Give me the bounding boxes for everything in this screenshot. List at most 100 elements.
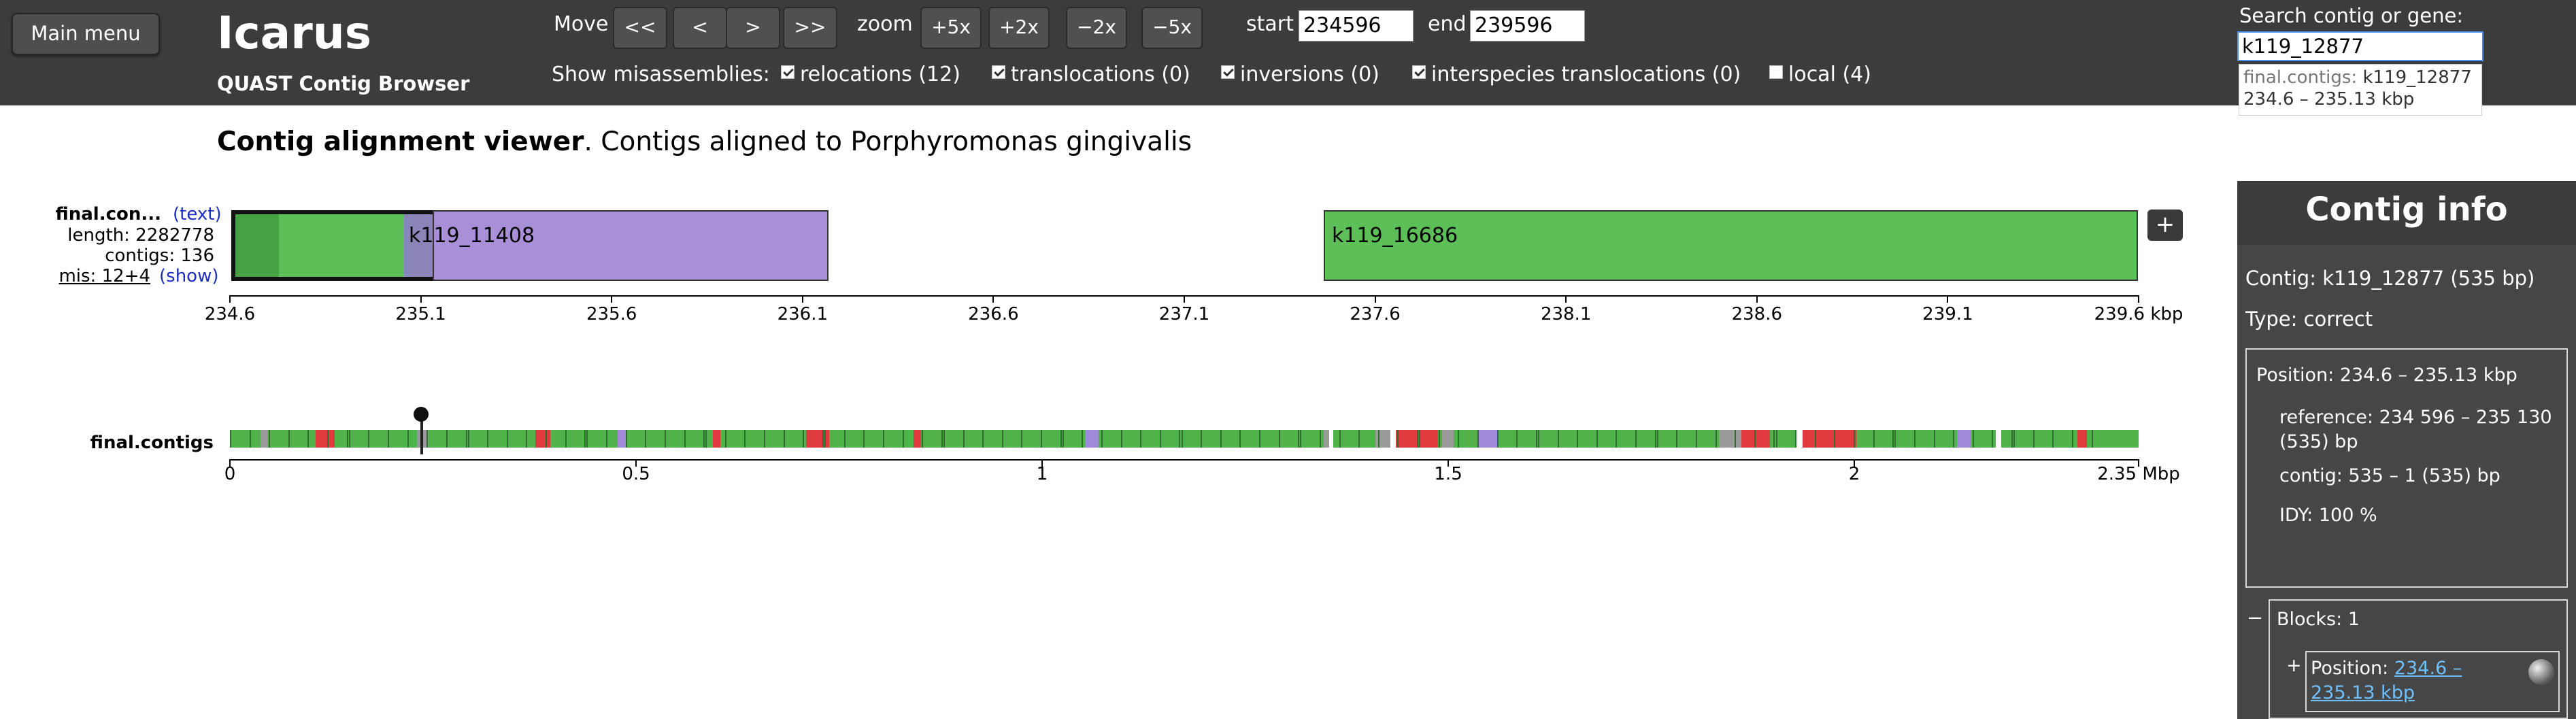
detail-axis-tick-label: 238.6 — [1731, 304, 1783, 324]
block-item: Position: 234.6 – 235.13 kbp — [2305, 651, 2560, 712]
inversions-checkbox[interactable] — [1221, 65, 1235, 79]
misassemblies-label: Show misassemblies: — [552, 63, 770, 86]
selected-contig-k119-12877[interactable] — [231, 210, 435, 281]
page-heading: Contig alignment viewer. Contigs aligned… — [217, 127, 1192, 157]
overview-contig-boundary — [1795, 430, 1797, 448]
suggestion-range: 234.6 – 235.13 kbp — [2243, 89, 2415, 110]
overview-contig-boundary — [1892, 430, 1894, 448]
overview-contig-boundary — [1438, 430, 1440, 448]
overview-contig-boundary — [744, 430, 746, 448]
detail-axis-tick-label: 239.6 kbp — [2094, 304, 2184, 324]
interspecies-translocations-checkbox[interactable] — [1412, 65, 1426, 79]
overview-contig-segment[interactable] — [1995, 430, 2001, 448]
translocations-option[interactable]: translocations (0) — [992, 63, 1190, 86]
overview-contig-boundary — [465, 430, 467, 448]
overview-contig-boundary — [1656, 430, 1658, 448]
overview-contig-boundary — [1060, 430, 1062, 448]
assembly-name-label: final.con... — [55, 204, 161, 224]
overview-contig-boundary — [982, 430, 984, 448]
overview-axis-tick — [1448, 459, 1450, 467]
overview-contig-segment[interactable] — [1794, 430, 1803, 448]
block-expand-toggle[interactable]: + — [2286, 655, 2302, 676]
local-checkbox[interactable] — [1769, 65, 1783, 79]
overview-axis-tick-label: 1 — [1036, 464, 1048, 484]
search-suggestion[interactable]: final.contigs: k119_12877 234.6 – 235.13… — [2239, 64, 2482, 116]
move-far-right-button[interactable]: >> — [783, 7, 837, 49]
overview-contig-boundary — [1082, 430, 1084, 448]
overview-contig-boundary — [1040, 430, 1042, 448]
move-left-button[interactable]: < — [673, 7, 727, 49]
overview-contig-boundary — [1537, 430, 1539, 448]
overview-contig-boundary — [2072, 430, 2074, 448]
position-marker-icon[interactable] — [414, 407, 429, 422]
show-link[interactable]: (show) — [159, 266, 219, 286]
detail-axis-tick — [1565, 295, 1567, 303]
overview-contig-segment[interactable] — [260, 430, 269, 448]
misassemblies-count[interactable]: mis: 12+4 — [58, 266, 150, 286]
interspecies-translocations-option[interactable]: interspecies translocations (0) — [1412, 63, 1741, 86]
overview-contig-segment[interactable] — [1957, 430, 1971, 448]
main-menu-button[interactable]: Main menu — [12, 13, 160, 55]
overview-contig-segment[interactable] — [1441, 430, 1454, 448]
overview-contig-bar[interactable] — [230, 430, 2139, 448]
contig-k119-11408[interactable] — [433, 210, 829, 281]
alignment-box: Position: 234.6 – 235.13 kbp reference: … — [2245, 348, 2568, 588]
end-input[interactable] — [1470, 10, 1585, 41]
overview-contig-boundary — [1339, 430, 1341, 448]
overview-contig-segment[interactable] — [1478, 430, 1498, 448]
overview-contig-boundary — [1972, 430, 1974, 448]
overview-contig-segment[interactable] — [1390, 430, 1399, 448]
move-right-button[interactable]: > — [726, 7, 780, 49]
translocations-checkbox[interactable] — [992, 65, 1005, 79]
overview-contig-boundary — [446, 430, 448, 448]
zoom-in-5x-button[interactable]: +5x — [920, 7, 982, 49]
assembly-contigs: contigs: 136 — [105, 246, 214, 266]
local-option[interactable]: local (4) — [1769, 63, 1871, 86]
relocations-checkbox[interactable] — [781, 65, 794, 79]
detail-axis-tick-label: 235.6 — [586, 304, 637, 324]
top-toolbar: Main menu Icarus QUAST Contig Browser Mo… — [0, 0, 2576, 105]
local-label: local (4) — [1788, 63, 1871, 86]
contig-info-title: Contig info — [2305, 190, 2508, 229]
start-input[interactable] — [1299, 10, 1414, 41]
overview-contig-boundary — [1201, 430, 1203, 448]
overview-contig-segment[interactable] — [712, 430, 721, 448]
overview-contig-boundary — [803, 430, 805, 448]
detail-axis-tick-label: 235.1 — [395, 304, 446, 324]
zoom-out-2x-button[interactable]: −2x — [1066, 7, 1127, 49]
overview-contig-boundary — [1577, 430, 1579, 448]
move-far-left-button[interactable]: << — [613, 7, 667, 49]
overview-contig-boundary — [346, 430, 348, 448]
overview-contig-boundary — [1298, 430, 1300, 448]
detail-axis-tick — [1374, 295, 1376, 303]
overview-contig-segment[interactable] — [913, 430, 921, 448]
overview-contig-boundary — [1953, 430, 1955, 448]
overview-contig-segment[interactable] — [1741, 430, 1771, 448]
overview-contig-segment[interactable] — [1329, 430, 1333, 448]
relocations-option[interactable]: relocations (12) — [781, 63, 960, 86]
blocks-collapse-toggle[interactable]: − — [2247, 606, 2264, 629]
contig-k119-16686[interactable] — [1324, 210, 2138, 281]
inversions-option[interactable]: inversions (0) — [1221, 63, 1379, 86]
overview-axis-tick — [1854, 459, 1856, 467]
overview-contig-segment[interactable] — [2077, 430, 2088, 448]
search-input[interactable] — [2237, 31, 2483, 61]
overview-contig-segment[interactable] — [1085, 430, 1099, 448]
zoom-in-2x-button[interactable]: +2x — [988, 7, 1050, 49]
expand-track-button[interactable]: + — [2147, 210, 2183, 241]
overview-contig-segment[interactable] — [1323, 430, 1332, 448]
zoom-out-5x-button[interactable]: −5x — [1141, 7, 1203, 49]
detail-axis-tick-label: 238.1 — [1540, 304, 1592, 324]
overview-contig-boundary — [1220, 430, 1222, 448]
overview-contig-segment[interactable] — [535, 430, 551, 448]
overview-contig-segment[interactable] — [316, 430, 328, 448]
text-link[interactable]: (text) — [173, 204, 222, 224]
detail-axis-tick — [229, 295, 231, 303]
overview-contig-segment[interactable] — [1803, 430, 1856, 448]
overview-contig-boundary — [1814, 430, 1816, 448]
overview-contig-segment[interactable] — [617, 430, 627, 448]
overview-contig-boundary — [1239, 430, 1241, 448]
block-zoom-icon[interactable] — [2528, 659, 2554, 685]
overview-contig-segment[interactable] — [1718, 430, 1742, 448]
block-position-link[interactable]: 234.6 – 235.13 kbp — [2311, 658, 2462, 703]
